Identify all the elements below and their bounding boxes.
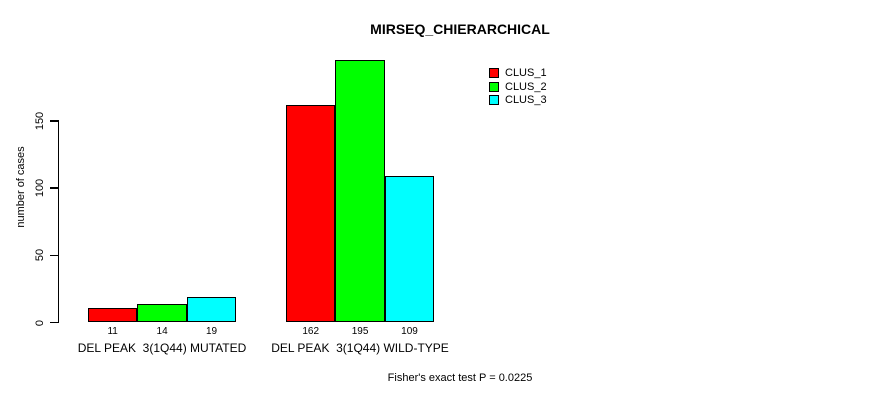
bar-clus_1-group1 <box>286 104 336 323</box>
legend-swatch-icon <box>489 67 499 78</box>
bar-value-label: 109 <box>401 326 418 337</box>
bar-value-label: 11 <box>107 326 118 337</box>
bar-value-label: 195 <box>351 326 369 337</box>
legend-label: CLUS_2 <box>505 80 547 93</box>
y-axis-tick-label: 50 <box>34 249 46 262</box>
legend-label: CLUS_3 <box>505 94 547 107</box>
bar-value-label: 162 <box>302 326 320 337</box>
y-axis-label: number of cases <box>15 146 27 228</box>
annotation-fishers-test: Fisher's exact test P = 0.0225 <box>387 372 533 384</box>
bar-clus_1-group0 <box>88 307 138 323</box>
y-axis-tick <box>50 254 58 256</box>
x-category-label-wild-type: DEL PEAK 3(1Q44) WILD-TYPE <box>271 341 449 355</box>
y-axis-tick <box>50 187 58 189</box>
bar-clus_2-group1 <box>335 60 385 323</box>
bar-clus_3-group1 <box>384 175 435 323</box>
y-axis-tick <box>50 321 58 324</box>
legend-item: CLUS_2 <box>489 80 547 94</box>
legend: CLUS_1 CLUS_2 CLUS_3 <box>489 66 547 107</box>
bar-clus_2-group0 <box>137 303 187 323</box>
y-axis-line <box>57 120 59 323</box>
y-axis-tick <box>50 120 58 122</box>
y-axis-tick-label: 0 <box>34 319 46 326</box>
legend-item: CLUS_1 <box>489 66 547 80</box>
legend-swatch-icon <box>489 95 499 106</box>
legend-label: CLUS_1 <box>505 66 547 79</box>
y-axis-tick-label: 100 <box>34 178 46 198</box>
x-category-label-mutated: DEL PEAK 3(1Q44) MUTATED <box>77 341 247 355</box>
legend-swatch-icon <box>489 81 499 92</box>
legend-item: CLUS_3 <box>489 93 547 107</box>
chart-title: MIRSEQ_CHIERARCHICAL <box>370 21 550 37</box>
bar-value-label: 14 <box>156 326 168 337</box>
bar-value-label: 19 <box>205 326 218 337</box>
y-axis-tick-label: 150 <box>34 111 46 130</box>
bar-clus_3-group0 <box>186 296 237 323</box>
